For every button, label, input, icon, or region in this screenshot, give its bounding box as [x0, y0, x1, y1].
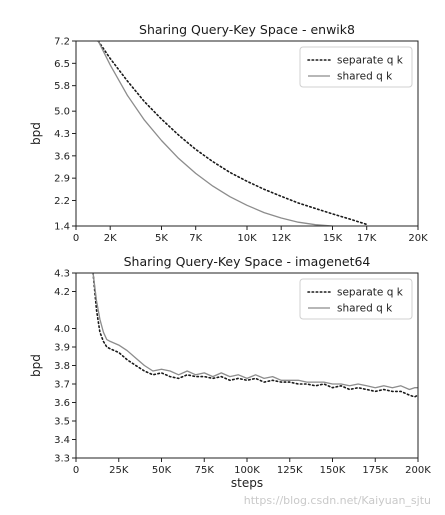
- x-tick-label: 12K: [272, 233, 292, 244]
- x-tick-label: 2K: [104, 233, 117, 244]
- y-tick-label: 2.2: [54, 196, 70, 207]
- x-tick-label: 0: [73, 465, 79, 476]
- y-axis-label: bpd: [29, 354, 43, 377]
- y-tick-label: 3.4: [54, 435, 70, 446]
- x-tick-label: 0: [73, 233, 79, 244]
- x-tick-label: 17K: [357, 233, 377, 244]
- x-tick-label: 20K: [408, 233, 428, 244]
- y-tick-label: 7.2: [54, 37, 70, 48]
- y-tick-label: 4.3: [54, 269, 70, 280]
- y-tick-label: 1.4: [54, 222, 70, 233]
- y-tick-label: 5.8: [54, 81, 70, 92]
- y-tick-label: 3.5: [54, 417, 70, 428]
- x-tick-label: 100K: [234, 465, 260, 476]
- y-tick-label: 2.9: [54, 174, 70, 185]
- series-line-separate: [97, 41, 368, 226]
- series-line-separate: [92, 273, 418, 398]
- legend-label: shared q k: [337, 303, 393, 315]
- y-tick-label: 4.3: [54, 129, 70, 140]
- series-line-shared: [92, 273, 418, 391]
- legend-box: [299, 278, 413, 320]
- watermark-text: https://blog.csdn.net/Kaiyuan_sjtu: [243, 494, 431, 507]
- x-tick-label: 7K: [189, 233, 202, 244]
- y-axis-label: bpd: [29, 122, 43, 145]
- x-tick-label: 200K: [405, 465, 431, 476]
- legend-label: separate q k: [337, 287, 404, 299]
- x-tick-label: 10K: [237, 233, 257, 244]
- chart-title: Sharing Query-Key Space - imagenet64: [124, 254, 371, 269]
- legend-label: shared q k: [337, 71, 393, 83]
- y-tick-label: 3.9: [54, 343, 70, 354]
- x-tick-label: 50K: [152, 465, 172, 476]
- x-tick-label: 75K: [195, 465, 215, 476]
- y-tick-label: 3.6: [54, 398, 70, 409]
- x-axis-label: steps: [231, 476, 263, 490]
- y-tick-label: 3.3: [54, 454, 70, 465]
- y-tick-label: 6.5: [54, 59, 70, 70]
- y-tick-label: 4.0: [54, 324, 70, 335]
- chart-title: Sharing Query-Key Space - enwik8: [139, 22, 355, 37]
- y-tick-label: 3.8: [54, 361, 70, 372]
- x-tick-label: 15K: [323, 233, 343, 244]
- y-tick-label: 4.2: [54, 287, 70, 298]
- y-tick-label: 5.0: [54, 107, 70, 118]
- chart-imagenet64: Sharing Query-Key Space - imagenet64 0 25K…: [29, 254, 431, 490]
- series-line-shared: [97, 41, 333, 226]
- legend-box: [299, 46, 413, 88]
- x-tick-label: 125K: [277, 465, 303, 476]
- y-tick-label: 3.6: [54, 151, 70, 162]
- x-tick-label: 5K: [155, 233, 168, 244]
- legend-label: separate q k: [337, 55, 404, 67]
- x-tick-label: 150K: [320, 465, 346, 476]
- x-tick-label: 175K: [362, 465, 388, 476]
- x-tick-label: 25K: [109, 465, 129, 476]
- chart-enwik8: Sharing Query-Key Space - enwik8 0 2K 5K 7K 1…: [29, 22, 428, 244]
- y-tick-label: 3.7: [54, 380, 70, 391]
